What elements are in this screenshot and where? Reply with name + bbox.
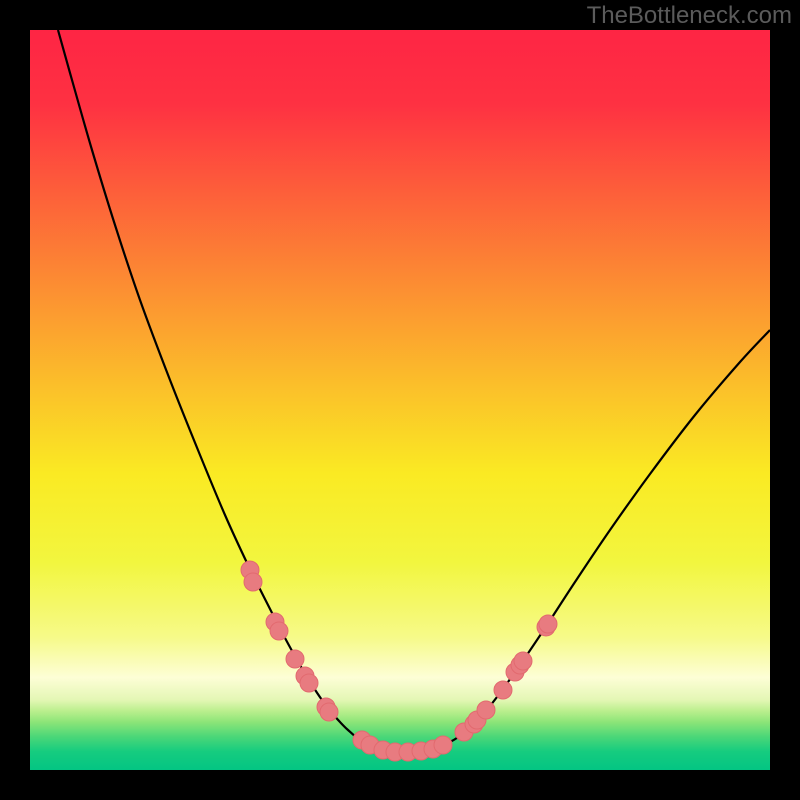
marker-right bbox=[514, 652, 532, 670]
marker-left bbox=[244, 573, 262, 591]
marker-right bbox=[494, 681, 512, 699]
marker-left bbox=[286, 650, 304, 668]
gradient-background bbox=[30, 30, 770, 770]
chart-container: TheBottleneck.com bbox=[0, 0, 800, 800]
marker-left bbox=[270, 622, 288, 640]
watermark-text: TheBottleneck.com bbox=[587, 2, 792, 30]
marker-left bbox=[320, 703, 338, 721]
marker-left bbox=[300, 674, 318, 692]
marker-right bbox=[477, 701, 495, 719]
bottleneck-chart-svg bbox=[0, 0, 800, 800]
marker-right bbox=[539, 615, 557, 633]
marker-bottom bbox=[434, 736, 452, 754]
